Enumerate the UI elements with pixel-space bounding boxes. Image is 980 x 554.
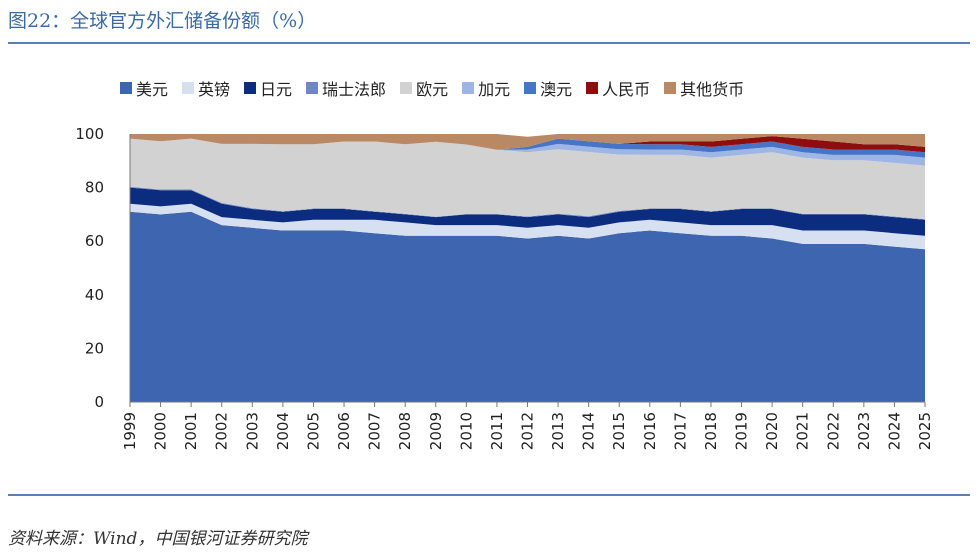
- area-series-1: [130, 203, 925, 250]
- legend-label: 瑞士法郎: [322, 80, 387, 99]
- legend-swatch: [400, 82, 413, 94]
- x-tick-label: 2007: [366, 412, 384, 450]
- footer-divider: [8, 494, 970, 496]
- x-tick-label: 2012: [519, 412, 537, 450]
- legend-item: 澳元: [524, 76, 572, 100]
- legend-swatch: [524, 82, 537, 94]
- legend-swatch: [120, 82, 132, 94]
- y-tick-label: 0: [94, 393, 104, 411]
- legend-item: 加元: [462, 76, 510, 100]
- x-tick-label: 2002: [213, 412, 231, 450]
- area-series-8: [130, 134, 925, 150]
- legend-item: 日元: [244, 76, 292, 100]
- legend-item: 瑞士法郎: [306, 76, 386, 100]
- legend-item: 美元: [120, 76, 168, 100]
- x-tick-label: 2020: [763, 412, 781, 450]
- x-tick-label: 2011: [488, 412, 506, 450]
- title-divider: [8, 42, 970, 44]
- x-tick-label: 2005: [304, 412, 322, 450]
- y-tick-label: 20: [85, 339, 104, 357]
- legend-label: 澳元: [540, 80, 573, 99]
- legend-swatch: [664, 82, 677, 94]
- x-tick-label: 2022: [824, 412, 842, 450]
- x-tick-label: 2014: [580, 412, 598, 450]
- x-tick-label: 2025: [916, 412, 934, 450]
- legend-label: 英镑: [198, 80, 231, 99]
- legend-swatch: [306, 82, 319, 94]
- x-tick-label: 2018: [702, 412, 720, 450]
- legend-label: 日元: [260, 80, 293, 99]
- area-series-5: [130, 138, 925, 166]
- x-tick-label: 2013: [549, 412, 567, 450]
- x-tick-label: 2006: [335, 412, 353, 450]
- stacked-area-chart: 0 20 40 60 80 100 1999 2000 2001 2002 2003 2004 2005…: [75, 125, 934, 450]
- legend-item: 英镑: [182, 76, 230, 100]
- x-tick-label: 2000: [152, 412, 170, 450]
- y-tick-label: 40: [85, 286, 104, 304]
- y-tick-label: 60: [85, 232, 104, 250]
- x-tick-label: 2003: [243, 412, 261, 450]
- x-tick-label: 2004: [274, 412, 292, 450]
- x-tick-label: 2021: [794, 412, 812, 450]
- legend-label: 美元: [136, 80, 169, 99]
- legend-swatch: [182, 82, 195, 94]
- chart-legend: 美元 英镑 日元 瑞士法郎 欧元 加元 澳元 人民币 其他货币: [120, 76, 744, 100]
- source-note: 资料来源：Wind，中国银河证券研究院: [8, 529, 308, 549]
- legend-item: 欧元: [400, 76, 448, 100]
- x-tick-label: 2017: [671, 412, 689, 450]
- area-series-4: [130, 138, 925, 220]
- x-tick-label: 2024: [885, 412, 903, 450]
- x-tick-label: 2019: [733, 412, 751, 450]
- legend-label: 其他货币: [680, 80, 745, 99]
- area-series-0: [130, 211, 925, 402]
- chart-title: 图22：全球官方外汇储备份额（%）: [8, 10, 317, 32]
- legend-swatch: [586, 82, 599, 94]
- area-series-6: [130, 138, 925, 158]
- x-tick-label: 2009: [427, 412, 445, 450]
- x-tick-label: 2016: [641, 412, 659, 450]
- x-tick-label: 2008: [396, 412, 414, 450]
- legend-label: 欧元: [416, 80, 449, 99]
- legend-swatch: [244, 82, 257, 94]
- legend-item: 人民币: [586, 76, 650, 100]
- y-tick-label: 100: [75, 125, 104, 143]
- x-tick-label: 2010: [457, 412, 475, 450]
- x-tick-label: 2015: [610, 412, 628, 450]
- area-series-2: [130, 187, 925, 236]
- legend-swatch: [462, 82, 475, 94]
- y-tick-label: 80: [85, 179, 104, 197]
- legend-label: 加元: [478, 80, 511, 99]
- legend-item: 其他货币: [664, 76, 744, 100]
- x-tick-label: 2001: [182, 412, 200, 450]
- legend-label: 人民币: [602, 80, 651, 99]
- x-tick-label: 2023: [855, 412, 873, 450]
- x-tick-label: 1999: [121, 412, 139, 450]
